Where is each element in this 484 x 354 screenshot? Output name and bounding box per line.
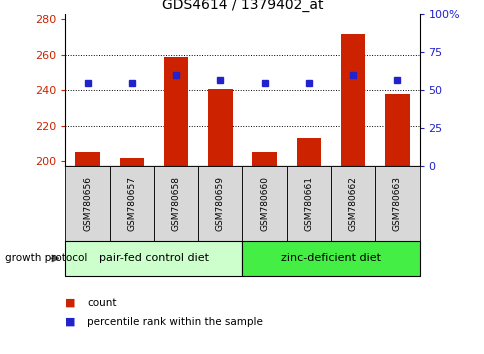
Bar bbox=[120, 158, 144, 166]
Text: ■: ■ bbox=[65, 317, 76, 327]
Text: growth protocol: growth protocol bbox=[5, 253, 87, 263]
Text: GSM780662: GSM780662 bbox=[348, 176, 357, 231]
Bar bbox=[296, 138, 320, 166]
Bar bbox=[242, 241, 419, 276]
Bar bbox=[198, 166, 242, 241]
Bar bbox=[330, 166, 375, 241]
Bar bbox=[384, 94, 408, 166]
Bar bbox=[208, 88, 232, 166]
Bar bbox=[375, 166, 419, 241]
Bar bbox=[65, 241, 242, 276]
Text: GSM780656: GSM780656 bbox=[83, 176, 92, 231]
Text: zinc-deficient diet: zinc-deficient diet bbox=[280, 253, 380, 263]
Title: GDS4614 / 1379402_at: GDS4614 / 1379402_at bbox=[162, 0, 322, 12]
Text: count: count bbox=[87, 298, 117, 308]
Text: percentile rank within the sample: percentile rank within the sample bbox=[87, 317, 263, 327]
Bar bbox=[252, 152, 276, 166]
Bar bbox=[242, 166, 286, 241]
Bar bbox=[76, 152, 100, 166]
Bar bbox=[65, 166, 109, 241]
Text: GSM780663: GSM780663 bbox=[392, 176, 401, 231]
Text: GSM780658: GSM780658 bbox=[171, 176, 180, 231]
Text: ■: ■ bbox=[65, 298, 76, 308]
Text: GSM780657: GSM780657 bbox=[127, 176, 136, 231]
Text: pair-fed control diet: pair-fed control diet bbox=[99, 253, 209, 263]
Text: GSM780661: GSM780661 bbox=[304, 176, 313, 231]
Bar bbox=[164, 57, 188, 166]
Bar bbox=[340, 34, 364, 166]
Bar bbox=[286, 166, 330, 241]
Text: GSM780660: GSM780660 bbox=[259, 176, 269, 231]
Text: GSM780659: GSM780659 bbox=[215, 176, 225, 231]
Bar bbox=[153, 166, 198, 241]
Bar bbox=[109, 166, 153, 241]
